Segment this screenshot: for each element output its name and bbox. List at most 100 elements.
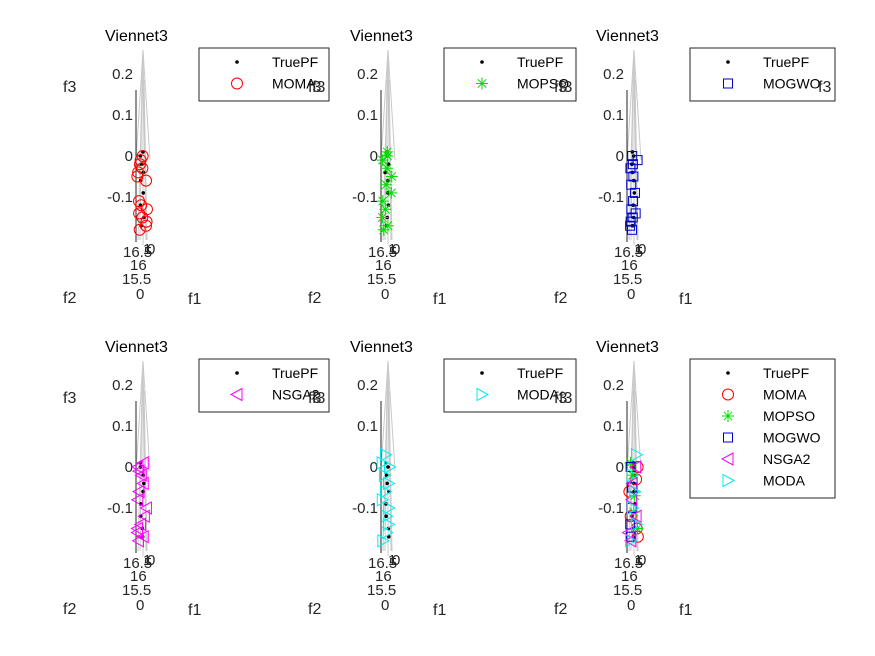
series-mogwo bbox=[625, 151, 643, 235]
y-tick-label: 16.5 bbox=[614, 555, 643, 572]
surface-line bbox=[633, 49, 642, 161]
surface-line bbox=[143, 390, 148, 552]
pf-surface bbox=[135, 360, 151, 556]
data-point bbox=[379, 484, 393, 499]
data-point bbox=[377, 223, 390, 236]
surface-line bbox=[380, 360, 389, 472]
legend-marker bbox=[231, 77, 243, 90]
y-tick-label: 16.5 bbox=[123, 244, 152, 261]
legend-marker bbox=[722, 473, 736, 488]
data-point bbox=[131, 533, 144, 548]
z-axis-label-overlap: f3 bbox=[818, 79, 831, 96]
data-point bbox=[139, 219, 152, 232]
legend-label: TruePF bbox=[272, 54, 318, 70]
y-tick-label: 15.5 bbox=[613, 271, 642, 288]
legend-marker bbox=[235, 371, 239, 375]
z-tick-label: 0.1 bbox=[357, 107, 378, 124]
y-tick-label: 15.5 bbox=[122, 271, 151, 288]
subplot-title: Viennet3 bbox=[350, 28, 413, 45]
y-tick-label: 16.5 bbox=[368, 555, 397, 572]
truepf-point bbox=[384, 514, 388, 518]
z-tick-label: 0.1 bbox=[112, 107, 133, 124]
legend-marker bbox=[720, 452, 734, 466]
z-axis-label: f3 bbox=[554, 390, 567, 407]
data-point bbox=[626, 179, 637, 190]
data-point bbox=[628, 196, 639, 207]
data-point bbox=[130, 492, 144, 507]
y-tick-label: 16 bbox=[621, 568, 638, 585]
data-point bbox=[131, 484, 145, 499]
data-point bbox=[140, 174, 153, 187]
surface-line bbox=[387, 360, 396, 472]
z-axis-label: f3 bbox=[63, 390, 76, 407]
legend: TruePF MOPSO bbox=[443, 47, 577, 102]
data-point bbox=[629, 484, 642, 499]
truepf-point bbox=[632, 191, 637, 195]
truepf-point bbox=[385, 481, 390, 486]
subplot-title: Viennet3 bbox=[596, 28, 659, 45]
x-tick-label: 0 bbox=[392, 241, 400, 258]
y-tick-label: 16.5 bbox=[123, 555, 152, 572]
x-tick-label: 0 bbox=[136, 597, 144, 614]
truepf-point bbox=[384, 473, 389, 477]
legend-label: NSGA2 bbox=[763, 451, 811, 467]
y-tick-label: 16 bbox=[621, 257, 638, 274]
data-point bbox=[136, 529, 149, 544]
legend-box bbox=[443, 358, 577, 413]
surface-line bbox=[142, 49, 151, 161]
data-point bbox=[376, 154, 389, 167]
data-point bbox=[628, 460, 642, 474]
legend-label: TruePF bbox=[517, 54, 563, 70]
data-point bbox=[376, 456, 390, 470]
data-point bbox=[377, 533, 390, 548]
z-tick-label: 0 bbox=[616, 459, 624, 476]
x-tick-label: 0 bbox=[147, 552, 155, 569]
y-tick-label: 16.5 bbox=[368, 244, 397, 261]
z-tick-label: 0.2 bbox=[112, 377, 133, 394]
data-point bbox=[383, 517, 396, 532]
x-axis-label: f1 bbox=[679, 602, 692, 619]
legend-label: MOPSO bbox=[763, 408, 815, 424]
data-point bbox=[629, 509, 642, 524]
surface-line bbox=[387, 49, 396, 161]
data-point bbox=[131, 464, 145, 478]
z-tick-label: -0.1 bbox=[598, 189, 624, 206]
legend-box bbox=[443, 47, 577, 102]
z-axis-label: f3 bbox=[308, 79, 321, 96]
z-tick-label: 0 bbox=[370, 148, 378, 165]
legend-marker bbox=[476, 387, 490, 402]
data-point bbox=[380, 162, 393, 175]
legend-marker bbox=[726, 60, 730, 64]
subplot-title: Viennet3 bbox=[105, 339, 168, 356]
x-tick-label: 0 bbox=[381, 597, 389, 614]
data-point bbox=[626, 501, 640, 515]
y-axis-label: f2 bbox=[63, 290, 76, 307]
legend-marker bbox=[722, 410, 734, 422]
surface-line bbox=[626, 360, 635, 472]
z-tick-label: 0.2 bbox=[357, 377, 378, 394]
series-moma bbox=[131, 150, 153, 236]
data-point bbox=[381, 525, 394, 540]
x-axis-label: f1 bbox=[433, 291, 446, 308]
truepf-point bbox=[142, 481, 146, 486]
legend-label: MOMA bbox=[272, 76, 316, 92]
x-tick-label: 0 bbox=[381, 286, 389, 303]
data-point bbox=[631, 517, 644, 532]
y-tick-label: 15.5 bbox=[367, 582, 396, 599]
surface-line bbox=[139, 79, 143, 241]
y-axis-label: f2 bbox=[554, 290, 567, 307]
surface-line bbox=[380, 49, 389, 161]
y-axis-label: f2 bbox=[554, 601, 567, 618]
legend: TruePF MOMA bbox=[198, 47, 330, 102]
data-point bbox=[379, 447, 393, 462]
legend: TruePF NSGA2 bbox=[198, 358, 330, 413]
legend-label: MODA bbox=[763, 473, 806, 489]
legend-marker bbox=[723, 78, 733, 89]
x-axis-label: f1 bbox=[433, 602, 446, 619]
surface-line bbox=[388, 390, 393, 552]
legend-label: TruePF bbox=[517, 365, 563, 381]
